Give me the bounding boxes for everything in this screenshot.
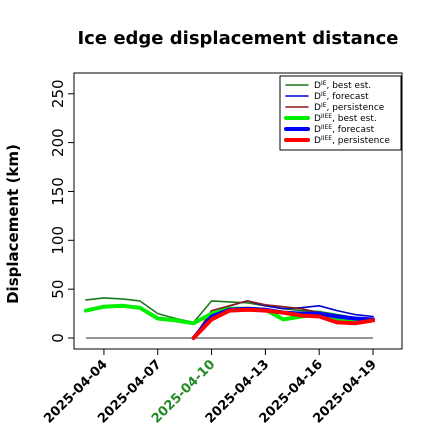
legend-entry-0: DIE, best est. bbox=[314, 80, 371, 91]
y-tick-label: 50 bbox=[49, 280, 67, 299]
y-tick-label: 200 bbox=[49, 128, 67, 157]
y-tick-label: 100 bbox=[49, 226, 67, 255]
plot-frame bbox=[73, 72, 403, 350]
chart-title: Ice edge displacement distance bbox=[77, 28, 398, 49]
y-tick-label: 0 bbox=[49, 333, 67, 343]
legend-entry-4: DIIEE, forecast bbox=[314, 124, 375, 135]
legend-box bbox=[279, 75, 402, 151]
series-line-5 bbox=[191, 307, 375, 340]
y-tick-label: 250 bbox=[49, 79, 67, 108]
legend-entry-2: DIE, persistence bbox=[314, 102, 385, 113]
y-axis: 0 50 100 150 200 250 bbox=[49, 79, 74, 343]
y-tick-label: 150 bbox=[49, 177, 67, 206]
series-layer bbox=[84, 297, 375, 340]
legend-entry-5: DIIEE, persistence bbox=[314, 135, 390, 146]
legend-entry-3: DIIEE, best est. bbox=[314, 113, 377, 124]
y-axis-label: Displacement (km) bbox=[4, 144, 22, 304]
legend-entry-1: DIE, forecast bbox=[314, 91, 369, 102]
x-axis: 2025-04-042025-04-072025-04-102025-04-13… bbox=[41, 349, 380, 427]
